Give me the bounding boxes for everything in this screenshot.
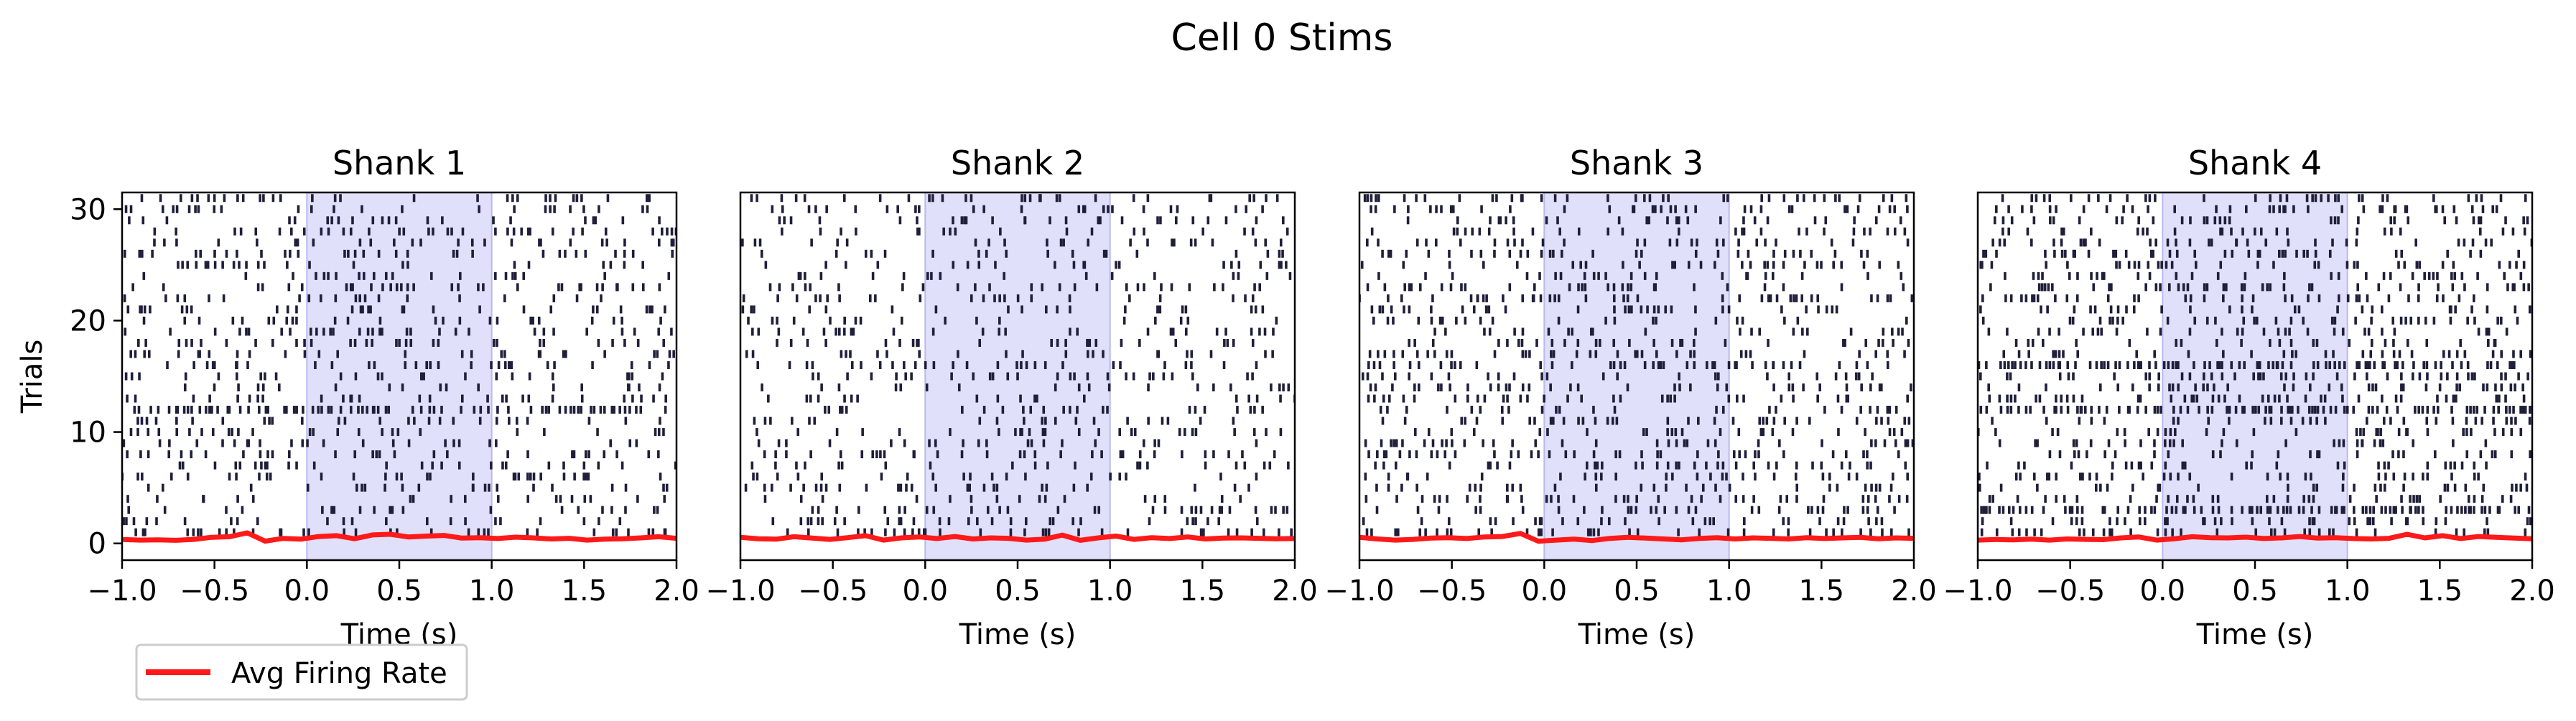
x-tick-label: 2.0 [2509, 575, 2555, 608]
plot-area [1359, 192, 1914, 560]
spike-raster [1359, 194, 1914, 536]
x-tick-label: −1.0 [1324, 575, 1394, 608]
y-tick-label: 30 [70, 193, 106, 226]
x-tick-label: 1.0 [1087, 575, 1133, 608]
x-tick-label: 1.5 [1799, 575, 1845, 608]
x-tick-label: 1.5 [562, 575, 608, 608]
x-tick-label: 1.5 [1180, 575, 1226, 608]
x-tick-label: 1.0 [1706, 575, 1752, 608]
spike-raster [1978, 194, 2532, 536]
x-tick-label: −0.5 [798, 575, 868, 608]
x-tick-label: −0.5 [180, 575, 249, 608]
x-tick-label: −0.5 [1417, 575, 1487, 608]
x-tick-label: 0.5 [1614, 575, 1660, 608]
x-tick-label: 0.0 [284, 575, 330, 608]
panels: −1.0 −0.5 0.0 0.5 1.0 1.5 2.0 0 10 20 30 Shank 1 Tim… [16, 144, 2555, 651]
panel-title: Shank 1 [333, 144, 466, 182]
x-axis-label: Time (s) [959, 618, 1077, 651]
x-tick-label: −1.0 [705, 575, 775, 608]
spike-raster [122, 194, 676, 536]
y-axis-label: Trials [16, 340, 49, 414]
panel-title: Shank 3 [1570, 144, 1703, 182]
stim-window [306, 192, 493, 560]
stim-window [1543, 192, 1730, 560]
x-tick-label: 2.0 [1272, 575, 1318, 608]
x-tick-label: 0.5 [2232, 575, 2278, 608]
x-tick-label: 1.0 [2325, 575, 2371, 608]
x-tick-label: 0.0 [1522, 575, 1568, 608]
x-tick-label: −0.5 [2035, 575, 2105, 608]
panel-title: Shank 4 [2188, 144, 2322, 182]
x-tick-label: −1.0 [1943, 575, 2012, 608]
x-tick-label: 2.0 [654, 575, 699, 608]
avg-firing-rate-line [740, 532, 1295, 543]
avg-firing-rate-line [1359, 531, 1914, 544]
panel-title: Shank 2 [951, 144, 1084, 182]
x-tick-label: 0.0 [903, 575, 949, 608]
x-tick-label: 0.5 [995, 575, 1041, 608]
x-tick-label: 0.0 [2140, 575, 2186, 608]
avg-firing-rate-line [122, 530, 676, 544]
plot-area [740, 192, 1295, 560]
x-tick-label: 1.5 [2417, 575, 2463, 608]
legend: Avg Firing Rate [135, 643, 468, 701]
y-tick-label: 10 [70, 417, 106, 450]
x-axis-label: Time (s) [2196, 618, 2314, 651]
legend-frame [135, 643, 468, 701]
x-tick-label: 0.5 [376, 575, 422, 608]
figure-suptitle: Cell 0 Stims [1171, 17, 1393, 60]
panel-shank-3: −1.0 −0.5 0.0 0.5 1.0 1.5 2.0 Shank 3 Time (s) [1324, 144, 1936, 651]
x-tick-label: −1.0 [87, 575, 157, 608]
avg-firing-rate-line [1978, 531, 2532, 543]
y-tick-label: 0 [88, 528, 106, 561]
plot-area [1978, 192, 2532, 560]
y-tick-label: 20 [70, 304, 106, 338]
x-axis-label: Time (s) [1578, 618, 1696, 651]
panel-shank-2: −1.0 −0.5 0.0 0.5 1.0 1.5 2.0 Shank 2 Time (s) [705, 144, 1317, 651]
panel-shank-4: −1.0 −0.5 0.0 0.5 1.0 1.5 2.0 Shank 4 Time (s) [1943, 144, 2554, 651]
x-tick-label: 2.0 [1891, 575, 1937, 608]
plot-area [122, 192, 676, 560]
x-tick-label: 1.0 [469, 575, 515, 608]
legend-label: Avg Firing Rate [231, 657, 447, 690]
spike-raster [741, 194, 1295, 536]
